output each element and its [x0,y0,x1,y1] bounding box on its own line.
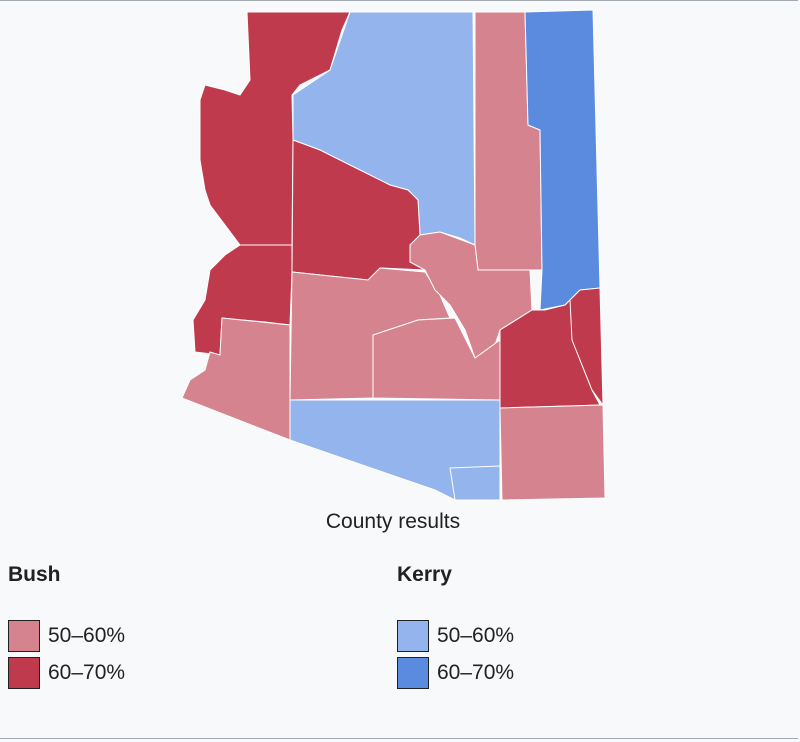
legend-group: Bush 50–60% 60–70% [8,560,125,691]
county-santa-cruz [449,465,501,501]
county-apache [524,9,601,311]
legend-label: 50–60% [48,623,126,647]
legend-swatch [8,656,40,689]
county-yuma [181,317,291,441]
legend-item: 60–70% [8,654,125,691]
legend-swatch [397,619,429,652]
legend-item: 50–60% [397,617,514,654]
top-border [0,0,798,1]
bottom-border [0,738,798,739]
legend-group: Kerry 50–60% 60–70% [397,560,514,691]
legend-swatch [397,656,429,689]
legend-title: Bush [8,563,61,586]
legend-title: Kerry [397,563,452,586]
legend-swatch [8,619,40,652]
county-pinal [372,317,501,401]
legend-item: 60–70% [397,654,514,691]
county-gila [409,231,533,359]
county-cochise [499,404,606,501]
legend-label: 50–60% [437,623,515,647]
county-greenlee [569,287,604,407]
legend-item: 50–60% [8,617,125,654]
county-map [181,9,606,501]
legend-label: 60–70% [48,660,126,684]
legend-label: 60–70% [437,660,515,684]
map-caption: County results [325,510,461,533]
